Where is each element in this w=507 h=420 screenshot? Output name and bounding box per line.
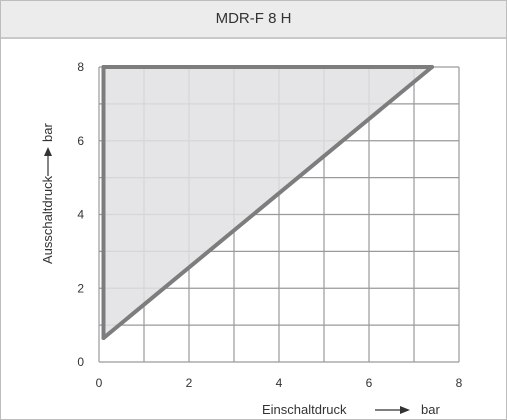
x-tick-label-4: 4 (276, 376, 283, 390)
chart-title: MDR-F 8 H (1, 1, 506, 39)
tick-labels: 0 2 4 6 8 0 2 4 6 8 (77, 60, 462, 390)
x-tick-label-8: 8 (456, 376, 463, 390)
y-tick-label-2: 2 (77, 281, 84, 295)
operating-region (101, 65, 434, 341)
y-tick-label-6: 6 (77, 134, 84, 148)
x-tick-label-6: 6 (366, 376, 373, 390)
y-tick-label-0: 0 (77, 355, 84, 369)
x-axis-arrow-head (400, 406, 410, 414)
y-axis-unit: bar (40, 123, 55, 142)
y-axis-label: Ausschaltdruck (40, 175, 55, 264)
y-axis-arrow-head (44, 147, 52, 156)
x-axis-unit: bar (421, 402, 440, 417)
x-tick-label-2: 2 (186, 376, 193, 390)
diagonal-boundary-line (101, 65, 434, 341)
x-axis-label: Einschaltdruck (262, 402, 347, 417)
y-tick-label-8: 8 (77, 60, 84, 74)
y-tick-label-4: 4 (77, 208, 84, 222)
x-tick-label-0: 0 (96, 376, 103, 390)
